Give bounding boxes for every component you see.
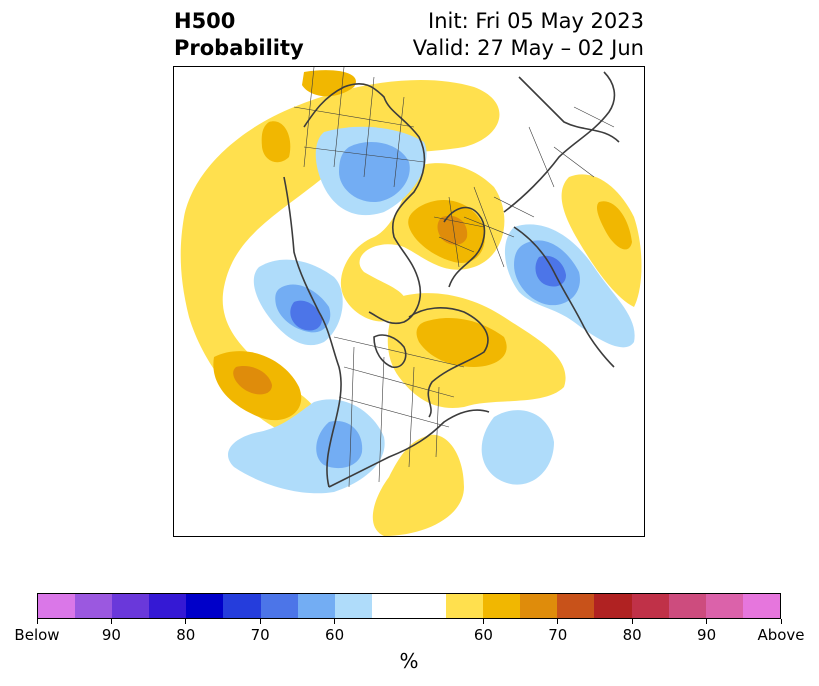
colorbar-segment: [705, 594, 743, 618]
colorbar-tick-label: 80: [176, 626, 196, 644]
colorbar-tick-label: 60: [325, 626, 345, 644]
colorbar-segment: [446, 594, 484, 618]
colorbar-tick-label: 80: [622, 626, 642, 644]
political-boundaries: [293, 67, 615, 488]
map-panel: [173, 66, 645, 537]
colorbar-segment: [557, 594, 595, 618]
colorbar-tick-label: 60: [473, 626, 493, 644]
colorbar-tick-mark: [482, 619, 484, 624]
colorbar-segment: [371, 594, 447, 618]
valid-label: Valid: 27 May – 02 Jun: [412, 36, 644, 60]
colorbar: [37, 593, 781, 619]
colorbar-tick-label: Below: [14, 626, 60, 644]
colorbar-tick-label: 70: [548, 626, 568, 644]
colorbar-segment: [668, 594, 706, 618]
colorbar-segment: [186, 594, 224, 618]
colorbar-segment: [260, 594, 298, 618]
colorbar-tick-mark: [185, 619, 187, 624]
colorbar-tick-mark: [557, 619, 559, 624]
colorbar-segment: [483, 594, 521, 618]
colorbar-tick-mark: [110, 619, 112, 624]
colorbar-segment: [631, 594, 669, 618]
colorbar-tick-mark: [259, 619, 261, 624]
colorbar-segment: [742, 594, 780, 618]
colorbar-tick-label: 90: [697, 626, 717, 644]
product-label: Probability: [174, 36, 304, 60]
field-label: H500: [174, 9, 236, 33]
colorbar-tick-label: Above: [757, 626, 805, 644]
colorbar-segment: [149, 594, 187, 618]
colorbar-segment: [75, 594, 113, 618]
colorbar-segment: [297, 594, 335, 618]
colorbar-tick-label: 70: [250, 626, 270, 644]
chart-title-right: Init: Fri 05 May 2023 Valid: 27 May – 02…: [413, 8, 644, 62]
colorbar-segment: [223, 594, 261, 618]
above-80-areas: [233, 215, 468, 395]
colorbar-tick-mark: [36, 619, 38, 624]
chart-title-left: H500 Probability: [174, 8, 304, 62]
colorbar-segment: [594, 594, 632, 618]
colorbar-tick-label: 90: [101, 626, 121, 644]
colorbar-segment: [334, 594, 372, 618]
colorbar-tick-mark: [631, 619, 633, 624]
probability-map: [180, 67, 642, 536]
colorbar-tick-mark: [780, 619, 782, 624]
colorbar-tick-mark: [706, 619, 708, 624]
colorbar-unit-label: %: [399, 649, 419, 673]
colorbar-segment: [38, 594, 76, 618]
colorbar-tick-mark: [334, 619, 336, 624]
colorbar-segment: [520, 594, 558, 618]
init-label: Init: Fri 05 May 2023: [428, 9, 644, 33]
colorbar-segment: [112, 594, 150, 618]
coastlines: [283, 71, 620, 488]
